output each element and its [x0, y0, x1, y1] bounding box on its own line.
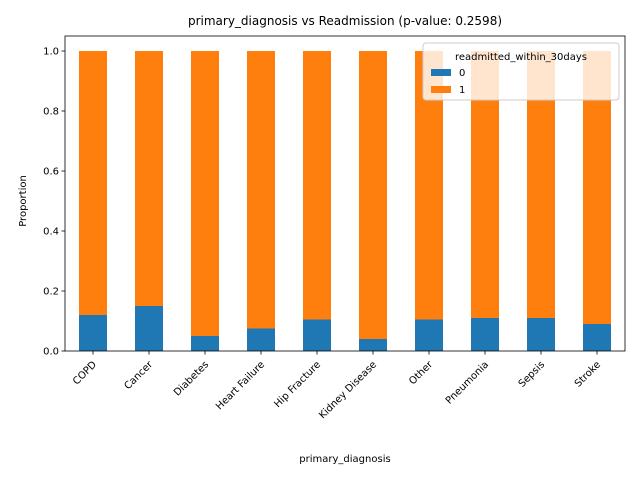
legend-label: 0 [459, 68, 465, 79]
bar-cancer-series-0 [135, 306, 163, 351]
plot-area [64, 35, 626, 352]
y-tick-label: 0.4 [43, 227, 59, 238]
x-axis: COPD Cancer Diabetes Heart Failure Hip Fract… [71, 351, 603, 421]
plot-frame [64, 35, 626, 352]
bar-diabetes-series-1 [191, 51, 219, 336]
x-tick-label: Hip Fracture [272, 359, 323, 410]
legend: readmitted_within_30days 0 1 [422, 42, 620, 101]
bar-other-series-0 [415, 319, 443, 351]
x-tick-label: Diabetes [172, 359, 211, 398]
x-tick-label: Cancer [122, 359, 155, 392]
chart-title: primary_diagnosis vs Readmission (p-valu… [188, 14, 502, 28]
bar-cancer-series-1 [135, 51, 163, 306]
legend-frame [422, 42, 620, 101]
x-tick-label: Kidney Disease [317, 359, 379, 421]
x-tick-label: Stroke [573, 359, 603, 389]
bar-copd-series-1 [79, 51, 107, 315]
bar-heart-failure-series-0 [247, 328, 275, 351]
y-tick-label: 0.0 [43, 347, 59, 358]
y-axis: 0.0 0.2 0.4 0.6 0.8 1.0 [43, 47, 65, 358]
bar-hip-fracture-series-1 [303, 51, 331, 320]
x-tick-label: Pneumonia [444, 359, 491, 406]
bar-kidney-disease-series-1 [359, 51, 387, 339]
x-tick-label: Sepsis [517, 359, 547, 389]
y-tick-label: 0.8 [43, 107, 59, 118]
legend-label: 1 [459, 85, 465, 96]
legend-title: readmitted_within_30days [455, 52, 587, 63]
y-tick-label: 1.0 [43, 47, 59, 58]
y-tick-label: 0.6 [43, 167, 59, 178]
x-tick-label: COPD [71, 359, 99, 387]
x-tick-label: Heart Failure [214, 359, 267, 412]
legend-swatch [431, 86, 451, 93]
bar-kidney-disease-series-0 [359, 339, 387, 351]
x-axis-title: primary_diagnosis [299, 454, 390, 465]
bar-stroke-series-0 [583, 324, 611, 351]
bar-heart-failure-series-1 [247, 51, 275, 329]
x-tick-label: Other [407, 359, 435, 387]
bar-copd-series-0 [79, 315, 107, 351]
y-axis-title: Proportion [18, 175, 29, 227]
bar-diabetes-series-0 [191, 336, 219, 351]
bar-pneumonia-series-0 [471, 318, 499, 351]
bar-hip-fracture-series-0 [303, 319, 331, 351]
bar-sepsis-series-0 [527, 318, 555, 351]
y-tick-label: 0.2 [43, 287, 59, 298]
legend-swatch [431, 69, 451, 76]
